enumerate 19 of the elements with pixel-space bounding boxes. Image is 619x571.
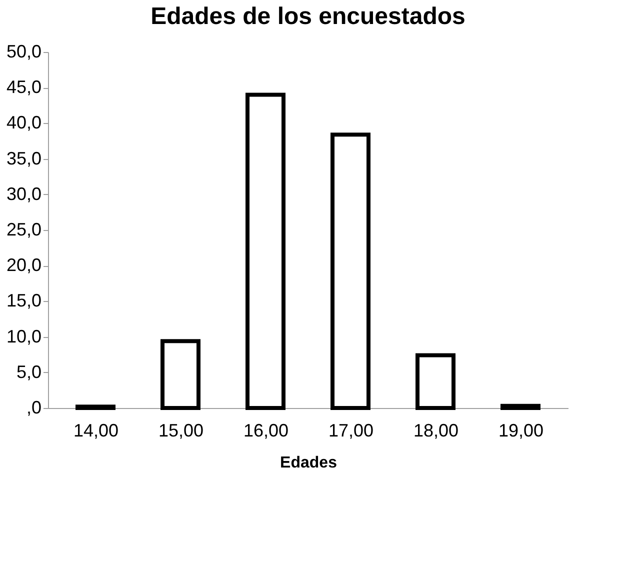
y-tick-label: 20,0: [6, 255, 42, 276]
y-tick-label: 35,0: [6, 148, 42, 168]
y-tick-label: ,0: [26, 398, 42, 418]
y-tick-label: 15,0: [6, 290, 42, 311]
y-tick-label: 10,0: [6, 326, 42, 346]
x-tick-label: 14,00: [73, 420, 119, 440]
x-tick-label: 15,00: [158, 420, 204, 440]
chart-title: Edades de los encuestados: [150, 3, 466, 30]
y-tick-label: 45,0: [6, 77, 42, 98]
y-tick-label: 40,0: [6, 112, 42, 133]
x-tick-label: 17,00: [328, 420, 374, 440]
x-tick-label: 19,00: [498, 420, 544, 440]
y-tick-label: 5,0: [16, 362, 42, 382]
y-tick-label: 30,0: [6, 184, 42, 204]
x-tick-label: 16,00: [243, 420, 289, 440]
y-tick-label: 50,0: [6, 42, 42, 62]
x-axis-title: Edades: [280, 454, 338, 472]
y-tick-label: 25,0: [6, 220, 42, 240]
x-tick-label: 18,00: [413, 420, 459, 440]
